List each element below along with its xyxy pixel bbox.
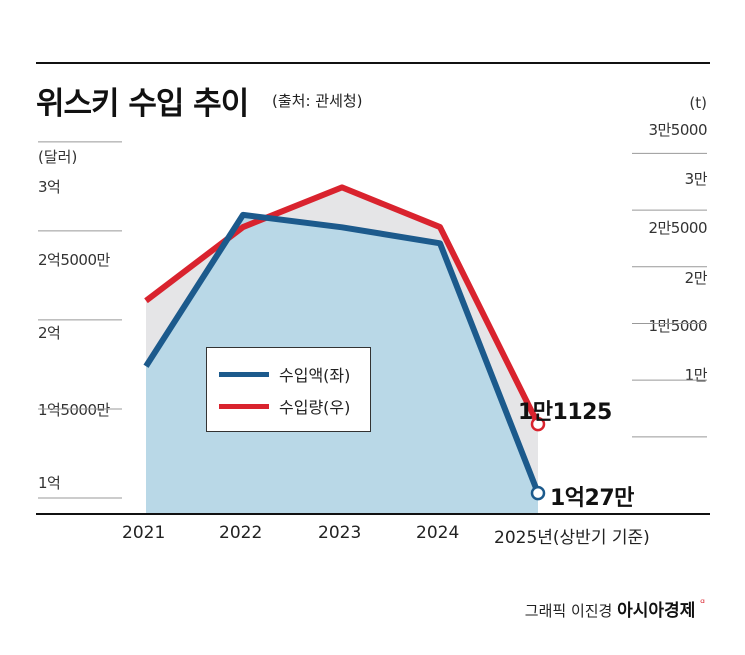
left-tick-1eok: 1억 xyxy=(38,474,61,492)
x-tick-2024: 2024 xyxy=(416,523,460,543)
legend-item-amount: 수입액(좌) xyxy=(219,364,351,385)
credit: 그래픽 이진경 아시아경제 ᵅ xyxy=(525,596,705,621)
legend: 수입액(좌) 수입량(우) xyxy=(206,347,371,432)
amount-end-marker xyxy=(530,485,546,501)
end-label-amount: 1억27만 xyxy=(550,486,634,511)
chart-title: 위스키 수입 추이 xyxy=(36,86,249,122)
legend-swatch-volume xyxy=(219,403,269,409)
right-axis-label: (t) xyxy=(689,94,707,112)
left-tick-2eok5000man: 2억5000만 xyxy=(38,251,110,269)
x-tick-2023: 2023 xyxy=(318,523,362,543)
legend-label-volume: 수입량(우) xyxy=(279,398,351,417)
chart-source: (출처: 관세청) xyxy=(272,92,363,110)
right-tick-30000: 3만 xyxy=(684,170,708,188)
legend-swatch-amount xyxy=(219,371,269,377)
legend-item-volume: 수입량(우) xyxy=(219,396,351,417)
left-tick-1eok5000man: 1억5000만 xyxy=(38,401,110,419)
volume-end-marker xyxy=(530,416,546,432)
volume-line xyxy=(144,184,541,426)
right-tick-35000: 3만5000 xyxy=(648,121,707,139)
x-tick-2025: 2025년(상반기 기준) xyxy=(494,528,650,548)
x-tick-2021: 2021 xyxy=(122,523,166,543)
credit-brand: 아시아경제 xyxy=(617,601,696,621)
left-tick-3eok: 3억 xyxy=(38,178,61,196)
right-tick-10000: 1만 xyxy=(684,366,708,384)
right-tick-20000: 2만 xyxy=(684,269,708,287)
credit-text: 그래픽 이진경 xyxy=(524,602,613,620)
legend-label-amount: 수입액(좌) xyxy=(279,366,351,385)
left-axis-label: (달러) xyxy=(38,148,78,166)
brand-mark-icon: ᵅ xyxy=(700,596,705,610)
title-rule xyxy=(36,62,710,64)
right-tick-25000: 2만5000 xyxy=(648,219,707,237)
left-tick-2eok: 2억 xyxy=(38,324,61,342)
amount-line xyxy=(143,211,541,495)
right-tick-15000: 1만5000 xyxy=(648,317,707,335)
end-label-volume: 1만1125 xyxy=(518,400,612,425)
x-tick-2022: 2022 xyxy=(219,523,263,543)
